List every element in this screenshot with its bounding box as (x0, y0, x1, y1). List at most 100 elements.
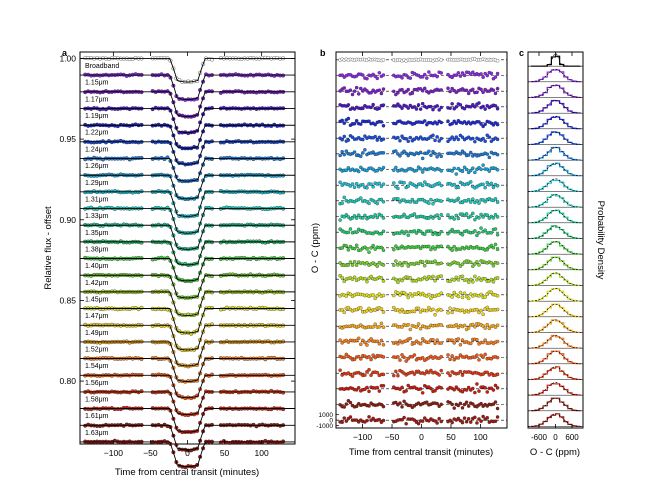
b-point (340, 201, 344, 206)
b-point (425, 277, 429, 282)
a-model-line (80, 308, 295, 334)
b-point (381, 103, 386, 107)
a-model-line (80, 391, 295, 416)
b-point (392, 89, 396, 94)
b-point (479, 167, 483, 171)
a-point (209, 305, 214, 310)
a-series-label: 1.40μm (85, 263, 109, 270)
b-point (422, 232, 427, 236)
b-point (373, 134, 377, 139)
b-point (420, 156, 425, 161)
b-point (481, 90, 485, 95)
b-point (381, 343, 386, 347)
b-point (420, 419, 425, 423)
b-point (412, 309, 417, 314)
b-point (466, 280, 471, 284)
b-point (340, 118, 344, 123)
b-point (365, 76, 369, 81)
b-point (495, 323, 500, 327)
b-point (429, 386, 433, 391)
b-point (408, 276, 413, 280)
c-histogram (530, 194, 581, 208)
a-model-line (80, 408, 295, 433)
b-point (433, 247, 437, 251)
a-point (209, 89, 214, 94)
c-histogram (530, 350, 581, 365)
b-point (456, 71, 461, 75)
a-series-label: 1.49μm (85, 330, 109, 337)
b-point (446, 353, 450, 357)
c-histogram (530, 256, 581, 271)
b-point (471, 386, 475, 391)
c-histogram (530, 179, 581, 192)
b-point (439, 154, 443, 159)
a-point (139, 172, 144, 177)
b-point (402, 212, 406, 217)
a-point (209, 105, 214, 110)
b-point (487, 169, 492, 173)
b-point (431, 202, 435, 206)
a-point (139, 189, 144, 194)
b-point (446, 86, 450, 90)
c-histogram (530, 397, 581, 412)
b-point (458, 401, 463, 406)
b-point (468, 341, 473, 346)
b-point (458, 74, 463, 78)
panel-a-curves: Broadband 1.15μm 1.17μm 1.19μm 1.22μm 1.24μm 1… (80, 55, 295, 470)
b-point (352, 246, 357, 251)
b-point (420, 89, 425, 93)
b-point (493, 104, 498, 108)
b-point (435, 135, 439, 139)
b-point (460, 169, 465, 174)
a-point (139, 305, 144, 310)
b-point (338, 180, 342, 185)
b-point (475, 260, 479, 264)
b-point (439, 183, 443, 188)
b-point (342, 152, 347, 157)
b-point (431, 274, 435, 279)
b-point (377, 71, 382, 75)
a-point (209, 156, 214, 161)
b-point (352, 150, 357, 154)
a-xtick-label: 0 (185, 448, 190, 458)
b-point (412, 353, 417, 357)
b-point (361, 106, 365, 111)
b-point (487, 135, 492, 140)
a-ytick-label: 0.95 (59, 134, 76, 144)
c-gaussian (528, 397, 583, 412)
b-point (439, 419, 443, 424)
b-point (452, 244, 456, 249)
c-gaussian (527, 241, 584, 255)
a-model-line (80, 258, 295, 282)
a-model-line (80, 124, 295, 149)
b-point (420, 170, 425, 174)
a-point (139, 356, 144, 361)
a-ytick-label: 0.85 (59, 295, 76, 305)
b-point (408, 327, 413, 332)
c-gaussian (527, 147, 584, 161)
b-point (340, 150, 344, 154)
b-point (375, 138, 380, 142)
b-point (466, 404, 471, 408)
a-series-label: 1.63μm (85, 430, 109, 437)
b-point (495, 339, 500, 344)
b-point (367, 355, 371, 359)
panel-a-xlabel: Time from central transit (minutes) (115, 467, 259, 478)
b-point (493, 227, 498, 231)
b-point (468, 420, 473, 424)
b-point (381, 58, 386, 62)
b-point (400, 385, 404, 390)
b-point (402, 180, 406, 185)
b-point (450, 338, 454, 342)
b-point (398, 154, 402, 158)
c-histogram (530, 55, 581, 67)
b-point (400, 87, 404, 92)
b-point (400, 405, 404, 409)
b-point (394, 149, 398, 153)
b-point (348, 400, 353, 405)
b-point (466, 296, 471, 301)
b-point (379, 307, 384, 311)
b-point (344, 294, 349, 298)
b-point (452, 278, 456, 282)
b-point (416, 103, 421, 107)
